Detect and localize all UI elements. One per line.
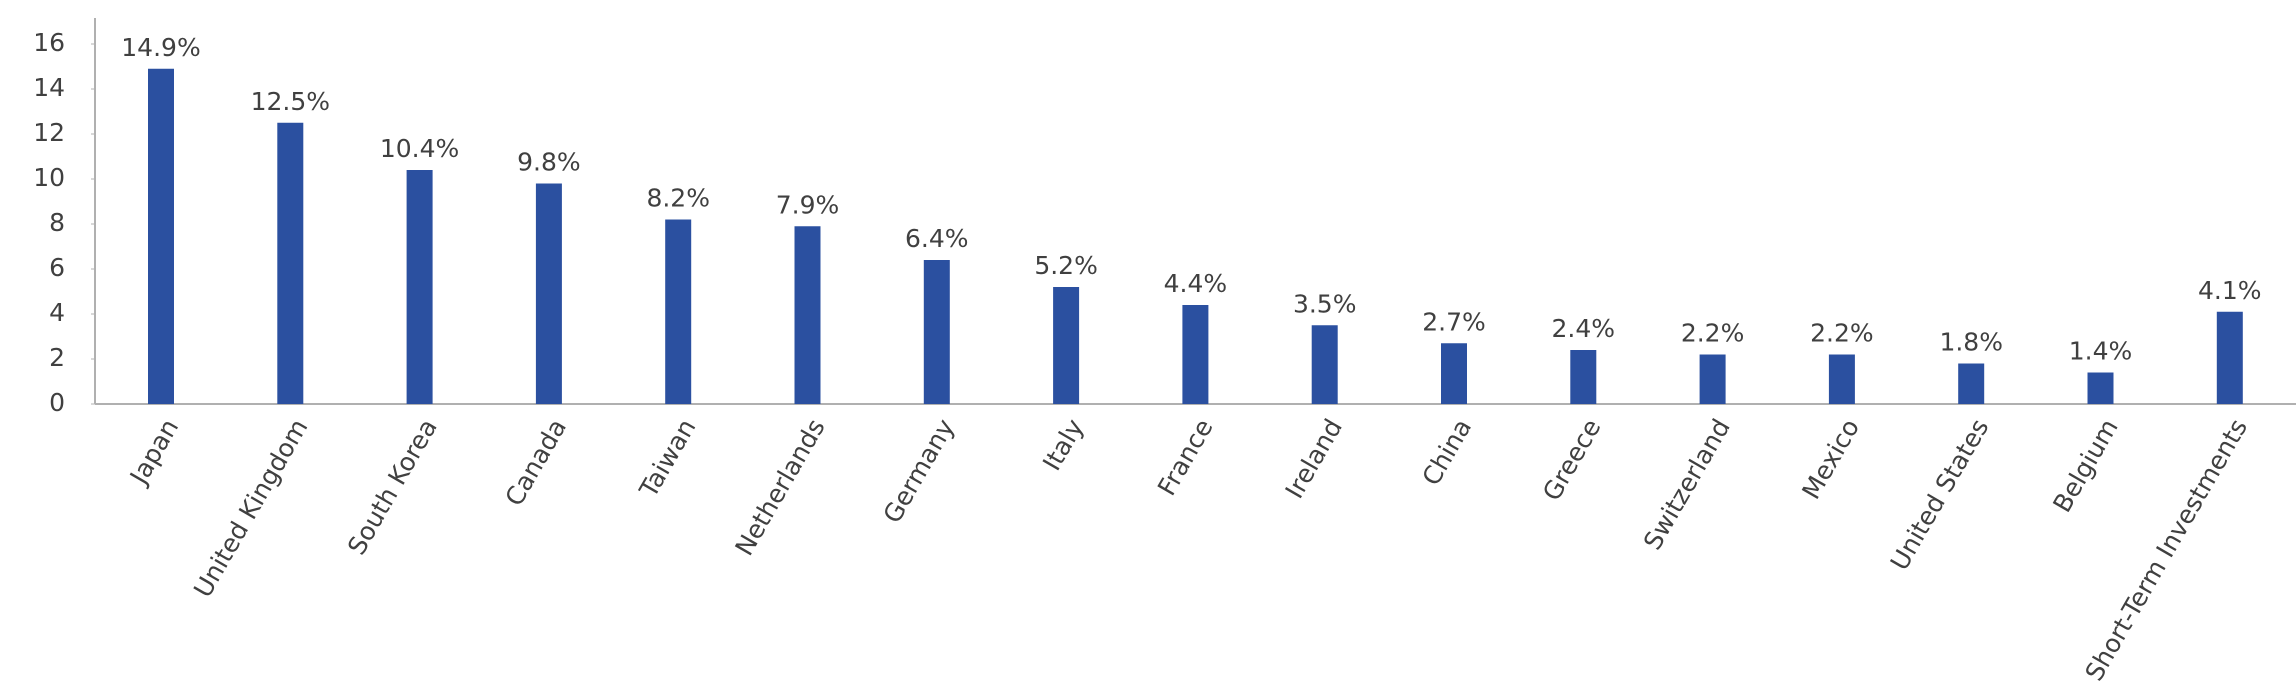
y-tick-label: 6 [49, 253, 65, 282]
value-label: 6.4% [905, 224, 969, 253]
x-tick-label: Mexico [1796, 414, 1865, 504]
x-tick-label: Belgium [2047, 414, 2123, 517]
bar [2087, 372, 2114, 404]
value-label: 12.5% [251, 87, 330, 116]
x-tick-label: Netherlands [729, 414, 830, 560]
value-label: 1.8% [1939, 328, 2003, 357]
y-tick-label: 4 [49, 298, 65, 327]
y-tick-label: 8 [49, 208, 65, 237]
x-tick-label: Ireland [1280, 414, 1348, 503]
y-tick-label: 16 [33, 28, 65, 57]
y-tick-label: 10 [33, 163, 65, 192]
y-tick-label: 12 [33, 118, 65, 147]
value-label: 5.2% [1034, 251, 1098, 280]
value-label: 4.1% [2198, 276, 2262, 305]
bar [1182, 305, 1209, 404]
value-label: 2.2% [1681, 319, 1745, 348]
y-tick-label: 0 [49, 388, 65, 417]
y-tick-label: 14 [33, 73, 65, 102]
value-label: 8.2% [646, 184, 710, 213]
x-tick-label: Germany [877, 414, 960, 528]
value-label: 10.4% [380, 134, 459, 163]
x-tick-label: Switzerland [1638, 414, 1736, 555]
bar [1311, 325, 1338, 404]
x-tick-label: Greece [1537, 414, 1607, 506]
bar [277, 122, 304, 404]
bar [406, 170, 433, 404]
x-tick-label: South Korea [342, 414, 443, 560]
bar [1699, 354, 1726, 404]
bar [1570, 350, 1597, 404]
x-tick-label: Taiwan [633, 414, 701, 503]
bar [665, 219, 692, 404]
value-label: 14.9% [121, 33, 200, 62]
x-tick-label: Japan [123, 414, 184, 491]
y-tick-label: 2 [49, 343, 65, 372]
x-tick-label: Canada [499, 414, 572, 511]
x-tick-label: France [1152, 414, 1219, 501]
value-label: 2.2% [1810, 319, 1874, 348]
bar [1958, 363, 1985, 404]
x-tick-label: Italy [1037, 414, 1089, 476]
bar [1828, 354, 1855, 404]
bar [923, 260, 950, 404]
bar [535, 183, 562, 404]
bar [1441, 343, 1467, 404]
value-label: 2.4% [1552, 314, 1616, 343]
bar [1053, 287, 1080, 404]
value-label: 2.7% [1422, 307, 1486, 336]
value-label: 9.8% [517, 148, 581, 177]
value-label: 1.4% [2069, 337, 2133, 366]
value-label: 3.5% [1293, 289, 1357, 318]
x-tick-label: United Kingdom [188, 414, 313, 602]
bar [2216, 311, 2243, 404]
value-label: 7.9% [776, 190, 840, 219]
x-tick-label: United States [1885, 414, 1995, 575]
bar [794, 226, 821, 404]
x-tick-label: China [1416, 414, 1477, 490]
bar [148, 68, 174, 404]
value-label: 4.4% [1164, 269, 1228, 298]
